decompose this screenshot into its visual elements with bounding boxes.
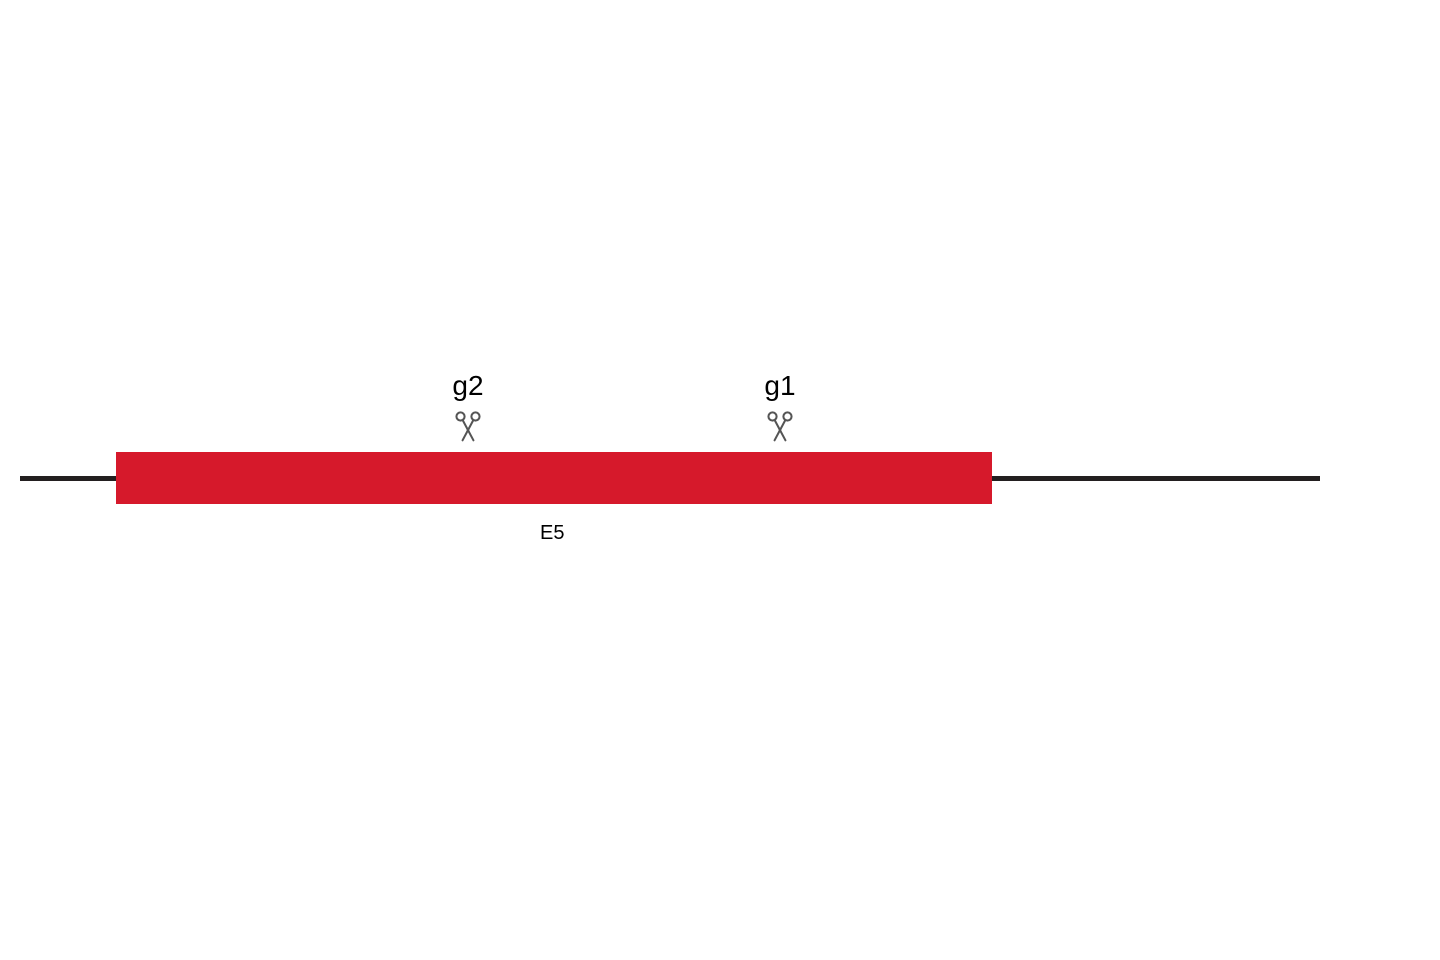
- cut-site-label-g1: g1: [764, 370, 795, 402]
- exon-block: [116, 452, 992, 504]
- cut-site-label-g2: g2: [452, 370, 483, 402]
- axis-line-right: [992, 476, 1320, 481]
- exon-label: E5: [540, 522, 564, 545]
- scissors-icon: [451, 408, 485, 445]
- scissors-icon: [763, 408, 797, 445]
- axis-line-left: [20, 476, 116, 481]
